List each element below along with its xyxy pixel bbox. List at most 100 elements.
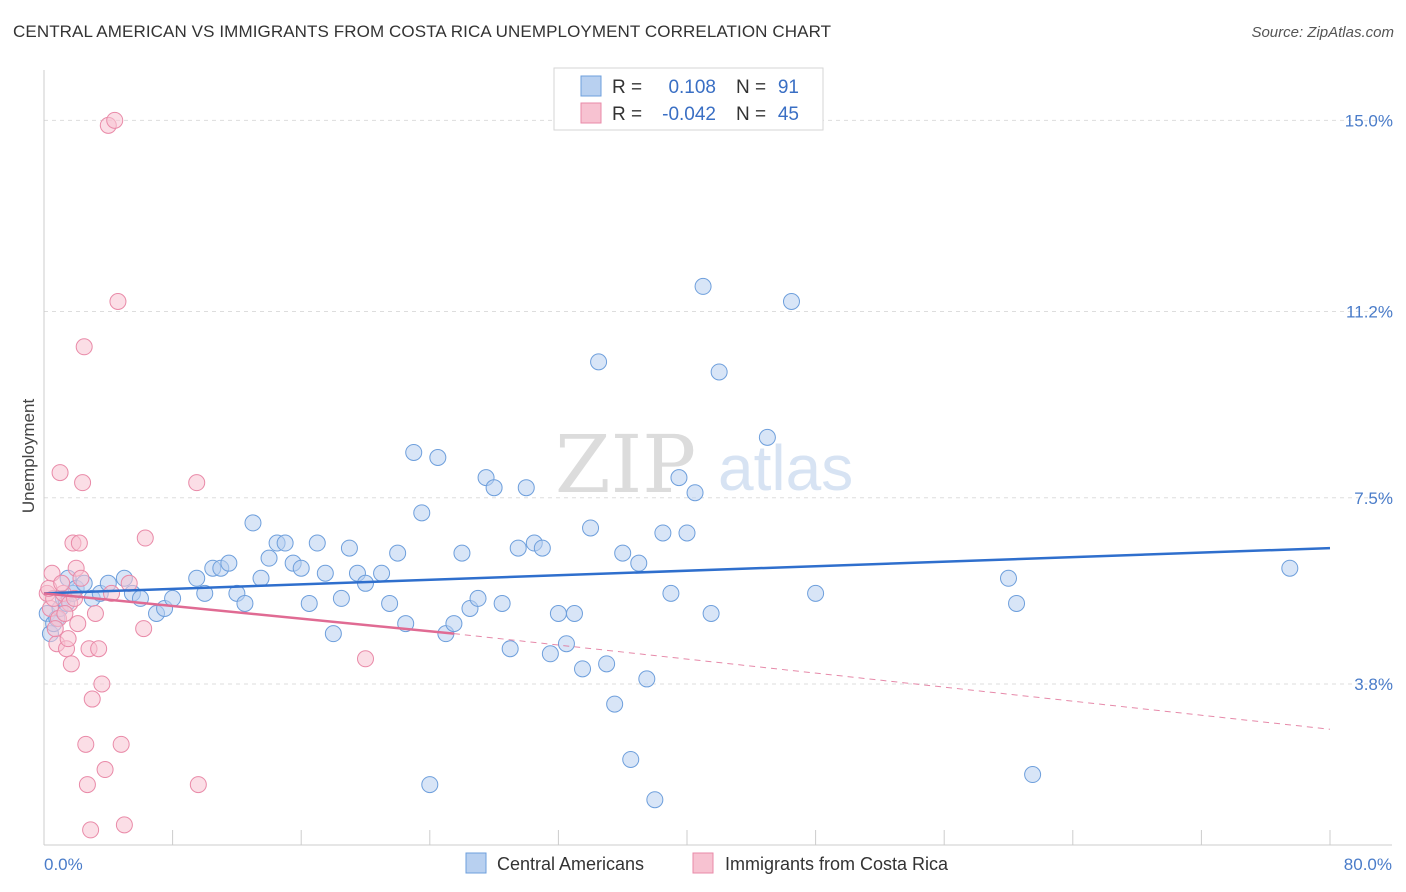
central-americans-point-31 xyxy=(276,534,294,552)
central-americans-point-72 xyxy=(614,544,632,562)
trend-central-americans xyxy=(43,546,1331,595)
central-americans-point-90 xyxy=(1024,766,1042,784)
legend-swatch-pink xyxy=(580,102,602,124)
central-americans-point-57 xyxy=(493,594,511,612)
central-americans-point-51 xyxy=(445,615,463,633)
y-tick-label-3: 15.0% xyxy=(1345,111,1393,130)
central-americans-point-26 xyxy=(236,594,254,612)
costa-rica-point-30 xyxy=(106,111,124,129)
y-axis-label: Unemployment xyxy=(19,399,38,514)
costa-rica-point-41 xyxy=(46,620,64,638)
central-americans-point-76 xyxy=(646,791,664,809)
central-americans-point-36 xyxy=(316,564,334,582)
legend-r-label-2: R = xyxy=(612,104,642,125)
costa-rica-point-22 xyxy=(82,821,100,839)
trend-costa-rica-extrapolated xyxy=(453,633,1331,730)
central-americans-point-52 xyxy=(453,544,471,562)
central-americans-point-19 xyxy=(164,589,182,607)
bottom-legend-label-blue: Central Americans xyxy=(497,854,644,874)
source-label: Source: ZipAtlas.com xyxy=(1251,24,1394,41)
costa-rica-point-26 xyxy=(93,675,111,693)
costa-rica-point-17 xyxy=(74,474,92,492)
costa-rica-point-6 xyxy=(51,464,69,482)
central-americans-point-83 xyxy=(702,605,720,623)
trend-costa-rica xyxy=(43,592,455,635)
bottom-legend-swatch-pink xyxy=(692,852,714,874)
y-tick-labels: 3.8% 7.5% 11.2% 15.0% xyxy=(1345,111,1393,694)
costa-rica-point-29 xyxy=(103,584,121,602)
legend-n-label-2: N = xyxy=(736,104,766,125)
watermark-atlas: atlas xyxy=(718,432,853,504)
central-americans-point-38 xyxy=(332,589,350,607)
costa-rica-point-18 xyxy=(75,338,93,356)
central-americans-point-21 xyxy=(196,584,214,602)
central-americans-point-80 xyxy=(678,524,696,542)
legend-n-value-2: 45 xyxy=(778,104,799,125)
costa-rica-point-19 xyxy=(77,735,95,753)
central-americans-point-70 xyxy=(598,655,616,673)
costa-rica-point-16 xyxy=(70,534,88,552)
central-americans-point-28 xyxy=(252,569,270,587)
central-americans-point-91 xyxy=(1281,559,1299,577)
costa-rica-point-36 xyxy=(136,529,154,547)
costa-rica-point-33 xyxy=(115,816,133,834)
bottom-legend-swatch-blue xyxy=(465,852,487,874)
central-americans-point-29 xyxy=(260,549,278,567)
central-americans-point-78 xyxy=(662,584,680,602)
central-americans-point-58 xyxy=(501,640,519,658)
costa-rica-point-24 xyxy=(86,605,104,623)
costa-rica-point-42 xyxy=(53,574,71,592)
central-americans-point-42 xyxy=(373,564,391,582)
legend-n-value-1: 91 xyxy=(778,77,799,98)
watermark-zip: ZIP xyxy=(555,418,696,511)
y-tick-label-2: 11.2% xyxy=(1346,303,1393,322)
central-americans-point-62 xyxy=(533,539,551,557)
legend-r-value-2: -0.042 xyxy=(662,104,716,125)
x-tick-max: 80.0% xyxy=(1344,855,1392,874)
costa-rica-point-20 xyxy=(78,776,96,794)
series-costa-rica xyxy=(38,111,374,839)
costa-rica-point-31 xyxy=(109,292,127,310)
trend-lines xyxy=(43,546,1331,730)
central-americans-point-66 xyxy=(565,605,583,623)
legend-r-value-1: 0.108 xyxy=(668,77,716,98)
central-americans-point-77 xyxy=(654,524,672,542)
central-americans-point-43 xyxy=(381,594,399,612)
legend-n-label-1: N = xyxy=(736,77,766,98)
central-americans-point-84 xyxy=(710,363,728,381)
legend-r-label-1: R = xyxy=(612,77,642,98)
correlation-legend: R = 0.108 N = 91 R = -0.042 N = 45 xyxy=(553,67,824,131)
central-americans-point-69 xyxy=(590,353,608,371)
central-americans-point-37 xyxy=(324,625,342,643)
central-americans-point-56 xyxy=(485,479,503,497)
central-americans-point-73 xyxy=(622,750,640,768)
y-tick-label-0: 3.8% xyxy=(1354,675,1393,694)
central-americans-point-85 xyxy=(758,428,776,446)
central-americans-point-39 xyxy=(340,539,358,557)
central-americans-point-81 xyxy=(686,484,704,502)
central-americans-point-88 xyxy=(1000,569,1017,587)
gridlines xyxy=(44,119,1392,685)
central-americans-point-47 xyxy=(413,504,431,522)
central-americans-point-33 xyxy=(292,559,310,577)
x-tick-min: 0.0% xyxy=(44,855,83,874)
legend-swatch-blue xyxy=(580,75,602,97)
costa-rica-point-25 xyxy=(90,640,108,658)
central-americans-point-79 xyxy=(670,469,688,487)
central-americans-point-87 xyxy=(807,584,825,602)
costa-rica-point-11 xyxy=(62,655,80,673)
series-legend: Central Americans Immigrants from Costa … xyxy=(465,852,949,874)
central-americans-point-86 xyxy=(782,292,800,310)
central-americans-point-54 xyxy=(469,589,487,607)
bottom-legend-label-pink: Immigrants from Costa Rica xyxy=(725,854,949,874)
central-americans-point-44 xyxy=(389,544,407,562)
costa-rica-point-44 xyxy=(72,569,90,587)
costa-rica-point-38 xyxy=(189,776,207,794)
costa-rica-point-35 xyxy=(135,620,153,638)
central-americans-point-64 xyxy=(549,605,567,623)
y-tick-label-1: 7.5% xyxy=(1354,489,1393,508)
central-americans-point-27 xyxy=(244,514,262,532)
central-americans-point-68 xyxy=(582,519,600,537)
costa-rica-point-43 xyxy=(56,605,74,623)
